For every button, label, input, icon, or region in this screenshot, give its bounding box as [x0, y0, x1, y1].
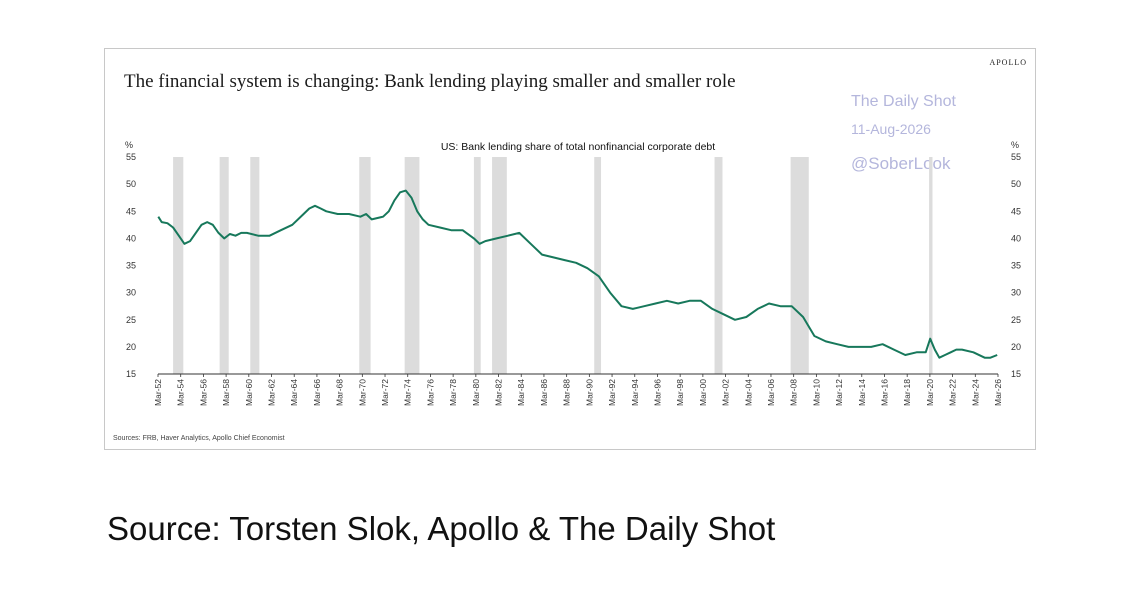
x-tick-label: Mar-02 [721, 379, 731, 406]
y-tick-label-right: 35 [1011, 261, 1021, 271]
x-tick-label: Mar-96 [652, 379, 662, 406]
recession-bar [404, 157, 420, 374]
x-tick-label: Mar-74 [403, 379, 413, 406]
recession-bar [929, 157, 933, 374]
apollo-logo: APOLLO [989, 58, 1027, 67]
x-tick-label: Mar-18 [902, 379, 912, 406]
x-tick-label: Mar-54 [176, 379, 186, 406]
watermark-handle: @SoberLook [851, 154, 951, 173]
x-tick-label: Mar-68 [335, 379, 345, 406]
y-tick-label-right: 50 [1011, 179, 1021, 189]
recession-bar [492, 157, 507, 374]
recession-bar [359, 157, 371, 374]
y-tick-label-right: 15 [1011, 369, 1021, 379]
y-tick-label-left: 15 [126, 369, 136, 379]
y-tick-label-left: 55 [126, 152, 136, 162]
y-tick-label-left: 50 [126, 179, 136, 189]
recession-bar [219, 157, 229, 374]
series-line [157, 189, 998, 359]
recession-bar [250, 157, 260, 374]
y-tick-label-left: 40 [126, 233, 136, 243]
y-tick-label-right: 45 [1011, 206, 1021, 216]
x-tick-label: Mar-10 [811, 379, 821, 406]
recession-bar [790, 157, 809, 374]
y-tick-label-left: 30 [126, 288, 136, 298]
sources-note: Sources: FRB, Haver Analytics, Apollo Ch… [113, 435, 285, 442]
chart-title: The financial system is changing: Bank l… [124, 71, 736, 92]
x-tick-label: Mar-00 [698, 379, 708, 406]
x-tick-label: Mar-88 [562, 379, 572, 406]
chart-subtitle: US: Bank lending share of total nonfinan… [441, 141, 715, 153]
x-tick-label: Mar-62 [267, 379, 277, 406]
y-tick-label-left: 35 [126, 261, 136, 271]
source-caption: Source: Torsten Slok, Apollo & The Daily… [107, 510, 776, 547]
x-tick-label: Mar-56 [198, 379, 208, 406]
x-tick-label: Mar-64 [289, 379, 299, 406]
x-tick-label: Mar-82 [494, 379, 504, 406]
y-tick-label-right: 55 [1011, 152, 1021, 162]
x-tick-label: Mar-84 [516, 379, 526, 406]
watermark-date: 11-Aug-2026 [851, 121, 931, 137]
y-tick-label-left: 45 [126, 206, 136, 216]
y-tick-label-right: 20 [1011, 342, 1021, 352]
y-tick-label-right: 25 [1011, 315, 1021, 325]
recession-bar [473, 157, 481, 374]
x-tick-label: Mar-52 [153, 379, 163, 406]
y-tick-label-left: 20 [126, 342, 136, 352]
x-tick-label: Mar-58 [221, 379, 231, 406]
x-tick-label: Mar-06 [766, 379, 776, 406]
x-tick-label: Mar-94 [630, 379, 640, 406]
x-tick-label: Mar-08 [789, 379, 799, 406]
x-tick-label: Mar-16 [879, 379, 889, 406]
x-tick-label: Mar-60 [244, 379, 254, 406]
y-unit-right: % [1011, 140, 1019, 150]
x-tick-label: Mar-04 [743, 379, 753, 406]
x-tick-label: Mar-78 [448, 379, 458, 406]
x-tick-label: Mar-92 [607, 379, 617, 406]
watermark-name: The Daily Shot [851, 93, 956, 110]
x-tick-label: Mar-80 [471, 379, 481, 406]
x-tick-label: Mar-26 [993, 379, 1003, 406]
x-tick-label: Mar-12 [834, 379, 844, 406]
recession-bar [594, 157, 602, 374]
x-tick-label: Mar-20 [925, 379, 935, 406]
x-tick-label: Mar-98 [675, 379, 685, 406]
x-tick-label: Mar-14 [857, 379, 867, 406]
line-chart: US: Bank lending share of total nonfinan… [125, 140, 1021, 406]
y-unit-left: % [125, 140, 133, 150]
y-tick-label-left: 25 [126, 315, 136, 325]
x-tick-label: Mar-22 [948, 379, 958, 406]
recession-bar [714, 157, 723, 374]
x-tick-label: Mar-24 [970, 379, 980, 406]
y-tick-label-right: 30 [1011, 288, 1021, 298]
x-tick-label: Mar-70 [357, 379, 367, 406]
x-tick-label: Mar-86 [539, 379, 549, 406]
recession-bar [173, 157, 184, 374]
y-tick-label-right: 40 [1011, 233, 1021, 243]
chart-frame: APOLLO The financial system is changing:… [104, 48, 1036, 450]
x-tick-label: Mar-66 [312, 379, 322, 406]
x-tick-label: Mar-76 [425, 379, 435, 406]
x-tick-label: Mar-72 [380, 379, 390, 406]
x-tick-label: Mar-90 [584, 379, 594, 406]
